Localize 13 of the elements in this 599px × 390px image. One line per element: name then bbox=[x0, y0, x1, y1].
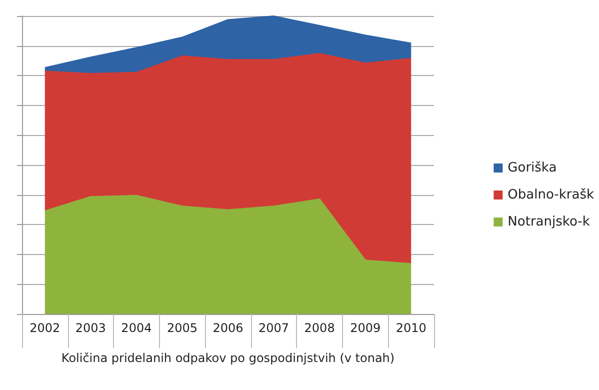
legend-label: Obalno-krašk bbox=[508, 188, 594, 202]
legend-label: Goriška bbox=[508, 160, 557, 176]
x-tick-label: 2006 bbox=[212, 321, 244, 335]
x-tick-label: 2002 bbox=[30, 321, 60, 335]
x-tick-label: 2010 bbox=[396, 321, 426, 335]
x-tick-label: 2008 bbox=[304, 321, 335, 335]
x-axis-title: Količina pridelanih odpakov po gospodinjstvih (v tonah) bbox=[61, 351, 395, 365]
x-tick-label: 2004 bbox=[121, 321, 152, 335]
x-tick-label: 2003 bbox=[75, 321, 106, 335]
x-tick-label: 2009 bbox=[350, 321, 381, 335]
x-tick-label: 2007 bbox=[258, 321, 290, 335]
legend-label: Notranjsko-k bbox=[508, 214, 590, 230]
x-tick-label: 2005 bbox=[166, 321, 198, 335]
